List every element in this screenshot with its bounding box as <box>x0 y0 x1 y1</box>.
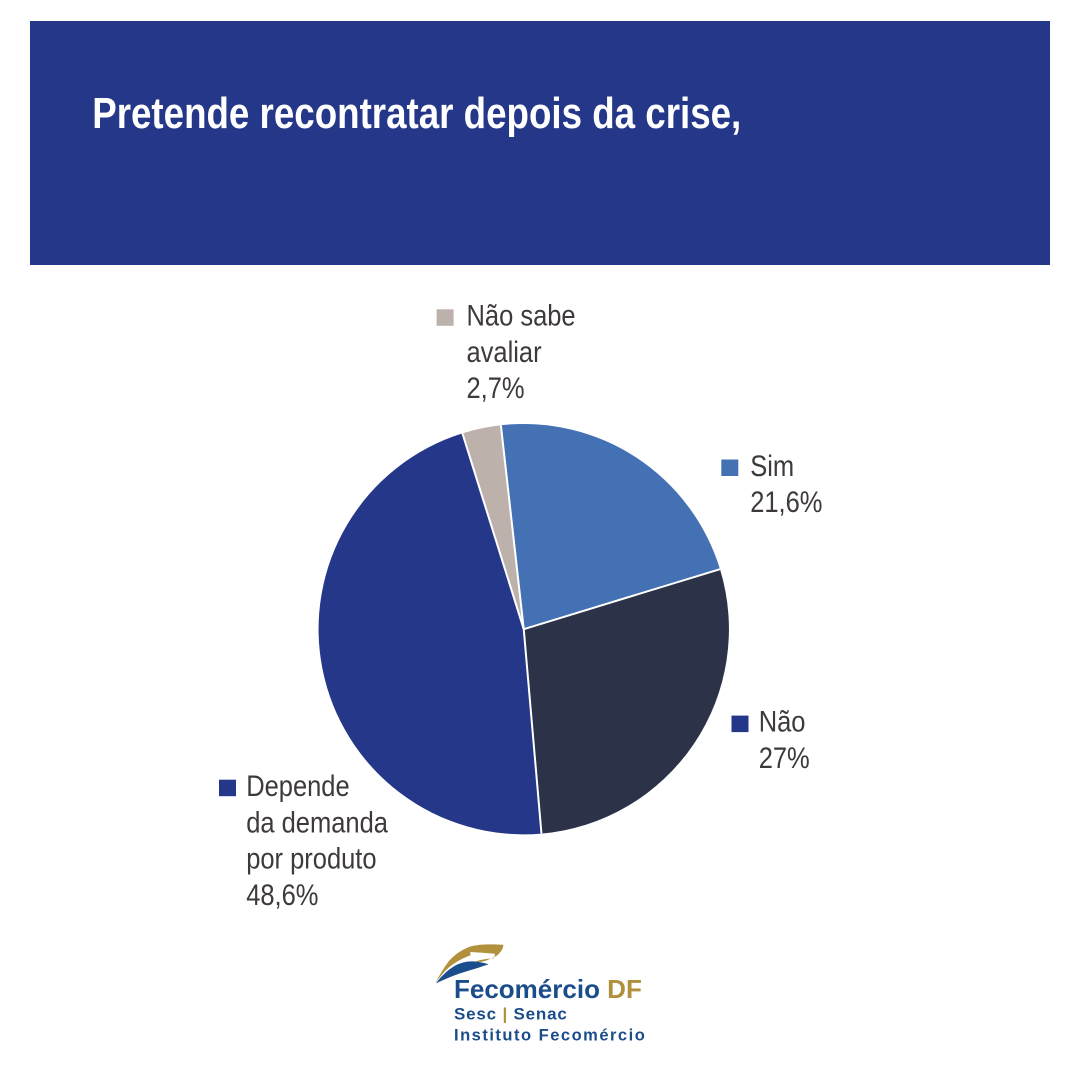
svg-text:Instituto Fecomércio: Instituto Fecomércio <box>454 1027 646 1045</box>
svg-text:Depende: Depende <box>246 769 349 802</box>
svg-text:Pretende recontratar depois da: Pretende recontratar depois da crise, <box>92 88 741 138</box>
svg-text:48,6%: 48,6% <box>246 878 318 911</box>
svg-text:Sim: Sim <box>750 449 794 482</box>
svg-text:Não: Não <box>759 705 806 738</box>
svg-text:avaliar: avaliar <box>467 335 542 368</box>
svg-text:Fecomércio DF: Fecomércio DF <box>454 974 642 1004</box>
svg-text:27%: 27% <box>759 741 810 774</box>
svg-text:21,6%: 21,6% <box>750 485 822 518</box>
svg-text:2,7%: 2,7% <box>467 371 525 404</box>
svg-text:da demanda: da demanda <box>246 805 388 838</box>
svg-text:Não sabe: Não sabe <box>467 299 576 332</box>
svg-text:Sesc | Senac: Sesc | Senac <box>454 1005 568 1024</box>
svg-text:por produto: por produto <box>246 842 376 875</box>
